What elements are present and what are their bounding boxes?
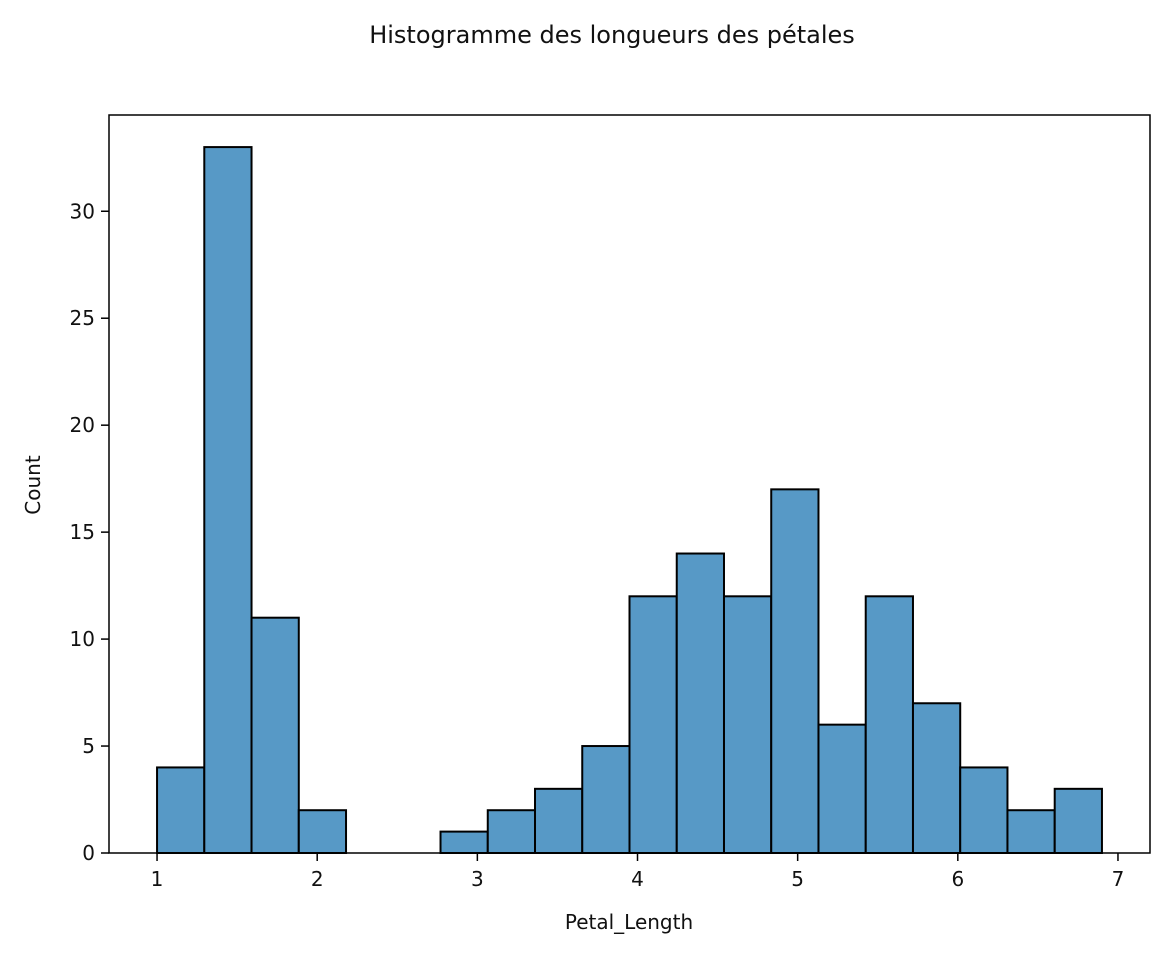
histogram-bar bbox=[1053, 787, 1103, 855]
x-tick-label: 2 bbox=[311, 867, 324, 891]
histogram-bar bbox=[156, 766, 206, 854]
histogram-bar bbox=[911, 702, 962, 854]
histogram-bar bbox=[675, 552, 725, 854]
x-tick-label: 4 bbox=[631, 867, 644, 891]
y-tick-label: 5 bbox=[82, 734, 95, 758]
histogram-bar bbox=[628, 595, 678, 854]
y-axis-label: Count bbox=[21, 455, 45, 515]
x-axis-ticks: 1 2 3 4 5 6 7 bbox=[151, 853, 1125, 891]
plot-frame bbox=[108, 114, 1151, 854]
histogram-bar bbox=[297, 809, 348, 855]
histogram-bar bbox=[722, 595, 773, 854]
histogram-bar bbox=[817, 723, 867, 854]
histogram-bar bbox=[864, 595, 914, 854]
y-axis-ticks: 0 5 10 15 20 25 30 bbox=[70, 199, 109, 865]
y-tick-label: 20 bbox=[70, 413, 95, 437]
y-tick-label: 30 bbox=[70, 199, 95, 223]
histogram-bar bbox=[439, 830, 489, 855]
y-tick-label: 10 bbox=[70, 627, 95, 651]
histogram-bar bbox=[1006, 809, 1056, 855]
bars-layer bbox=[156, 146, 1103, 855]
histogram-bar bbox=[486, 809, 537, 855]
x-tick-label: 5 bbox=[791, 867, 804, 891]
y-tick-label: 0 bbox=[82, 841, 95, 865]
y-tick-label: 25 bbox=[70, 306, 95, 330]
x-tick-label: 1 bbox=[151, 867, 164, 891]
chart-title: Histogramme des longueurs des pétales bbox=[369, 21, 855, 49]
histogram-bar bbox=[770, 488, 820, 854]
histogram-bar bbox=[959, 766, 1009, 854]
x-tick-label: 3 bbox=[471, 867, 484, 891]
histogram-bar bbox=[250, 616, 300, 855]
histogram-bar bbox=[534, 787, 584, 855]
histogram-bar bbox=[581, 745, 631, 854]
y-tick-label: 15 bbox=[70, 520, 95, 544]
histogram-bar bbox=[203, 146, 253, 854]
x-tick-label: 7 bbox=[1112, 867, 1125, 891]
x-tick-label: 6 bbox=[951, 867, 964, 891]
x-axis-label: Petal_Length bbox=[565, 910, 693, 934]
